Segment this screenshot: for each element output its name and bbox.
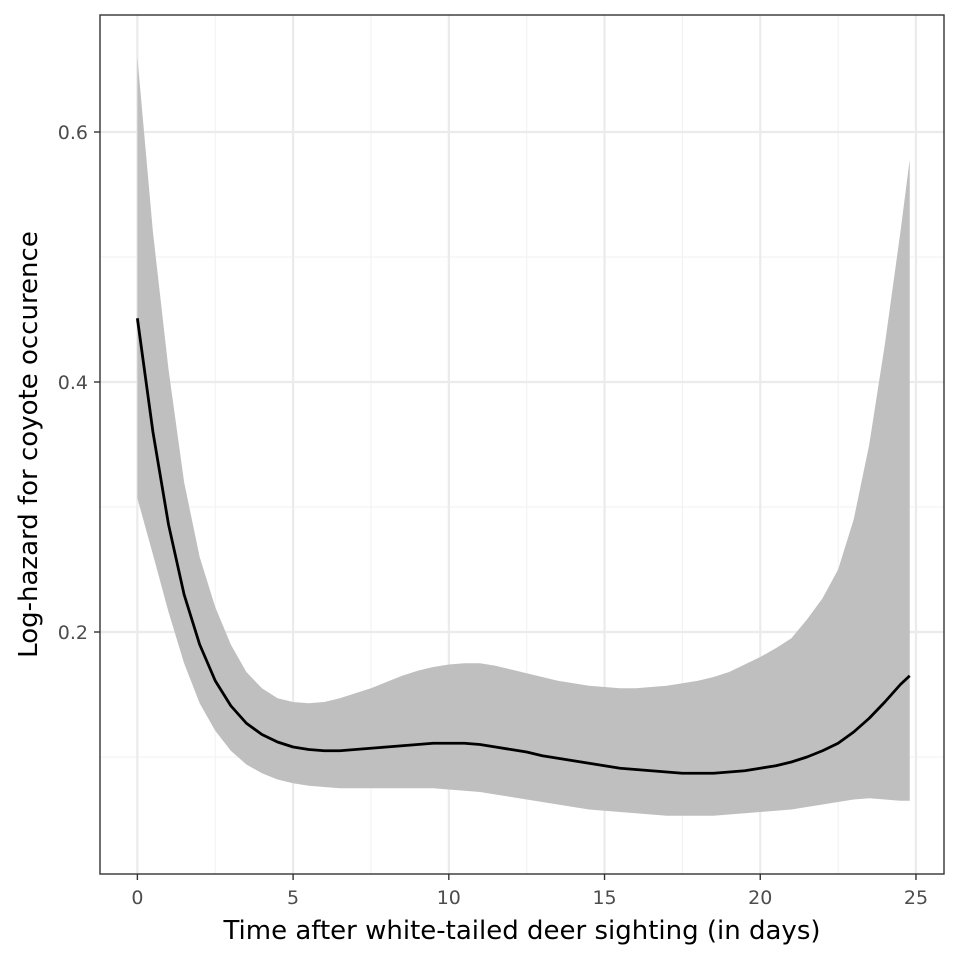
x-tick-label: 10 [437, 887, 461, 909]
confidence-band [137, 57, 910, 816]
x-axis-title: Time after white-tailed deer sighting (i… [222, 916, 820, 946]
x-tick-label: 25 [904, 887, 928, 909]
x-tick-label: 5 [287, 887, 299, 909]
y-axis-title: Log-hazard for coyote occurence [14, 231, 44, 658]
y-axis: 0.2 0.4 0.6 [58, 122, 100, 644]
panel-border [99, 14, 945, 875]
x-tick-label: 20 [748, 887, 772, 909]
y-tick-label: 0.4 [58, 372, 88, 394]
x-tick-label: 0 [131, 887, 143, 909]
x-axis: 0 5 10 15 20 25 [131, 874, 928, 909]
y-tick-label: 0.2 [58, 622, 88, 644]
y-tick-label: 0.6 [58, 122, 88, 144]
log-hazard-line [135, 318, 911, 775]
x-tick-label: 15 [592, 887, 616, 909]
